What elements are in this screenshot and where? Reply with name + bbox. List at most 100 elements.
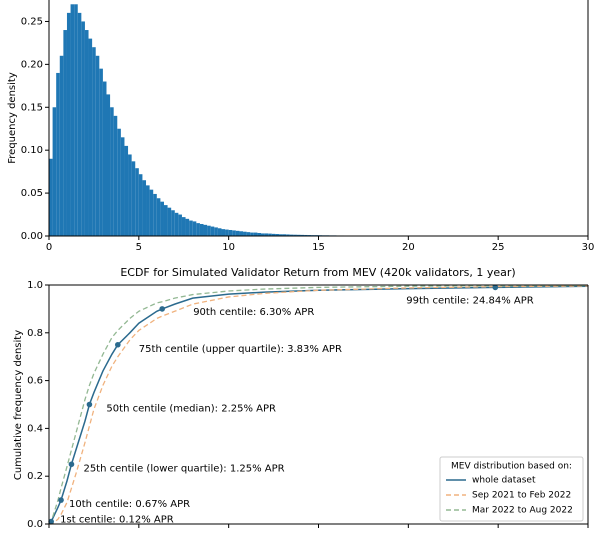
legend-label: Sep 2021 to Feb 2022 [472, 491, 571, 501]
histogram-bar [117, 128, 121, 236]
histogram-bar [63, 30, 67, 237]
histogram-bar [120, 137, 125, 236]
histogram-bar [128, 154, 132, 236]
histogram-bar [171, 210, 175, 236]
y-tick-label: 0.05 [21, 188, 43, 199]
histogram-bar [167, 207, 172, 236]
y-axis-label: Cumulative frequency density [13, 330, 24, 480]
annotation: 99th centile: 24.84% APR [406, 295, 534, 306]
histogram-bar [99, 68, 103, 237]
histogram-bar [131, 161, 136, 236]
histogram-bar [153, 193, 157, 236]
histogram-bar [210, 226, 215, 236]
histogram-bar [221, 229, 226, 236]
histogram-bar [163, 205, 168, 236]
histogram-bar [261, 233, 265, 236]
histogram-bar [59, 55, 64, 237]
histogram-bar [268, 233, 272, 236]
histogram-bar [178, 214, 182, 236]
histogram-bar [49, 158, 53, 236]
histogram-bar [77, 12, 82, 237]
histogram-bar [174, 212, 179, 236]
centile-marker [159, 306, 165, 312]
histogram-bar [253, 232, 258, 236]
centile-marker [68, 461, 75, 468]
histogram-bar [110, 107, 114, 236]
y-tick-label: 0.10 [21, 145, 43, 156]
annotation: 1st centile: 0.12% APR [60, 515, 174, 526]
histogram-bar [138, 174, 143, 236]
centile-marker [58, 497, 64, 503]
histogram-bar [289, 234, 294, 236]
histogram-bar [52, 107, 57, 236]
histogram-bar [214, 227, 218, 236]
y-tick-label: 0.25 [21, 16, 43, 27]
histogram-bar [296, 234, 301, 236]
y-tick-label: 0.15 [21, 102, 43, 113]
annotation: 10th centile: 0.67% APR [69, 499, 190, 510]
histogram-bar [232, 230, 236, 236]
histogram-bar [282, 234, 287, 236]
histogram-bar [286, 234, 290, 236]
histogram-bar [293, 234, 297, 236]
legend-label: whole dataset [472, 476, 536, 486]
histogram-bar [106, 94, 111, 237]
line-series [48, 285, 589, 525]
histogram-bar [196, 223, 200, 236]
histogram-bar [149, 189, 154, 236]
histogram-bar [70, 4, 75, 236]
histogram-bar [304, 234, 308, 236]
histogram-bar [146, 185, 150, 236]
histogram-bar [203, 224, 208, 236]
histogram-bar [264, 233, 269, 236]
y-tick-label: 0.2 [27, 471, 43, 482]
legend-label: Mar 2022 to Aug 2022 [472, 506, 573, 516]
chart-title: ECDF for Simulated Validator Return from… [120, 266, 515, 279]
histogram-bar [278, 234, 283, 236]
histogram-bar [275, 234, 279, 236]
line-series [49, 285, 589, 525]
histogram-bar [113, 115, 118, 236]
y-tick-label: 0.4 [27, 423, 43, 434]
centile-marker [48, 518, 54, 525]
annotation: 75th centile (upper quartile): 3.83% APR [139, 344, 342, 355]
y-tick-label: 0.8 [27, 328, 43, 339]
histogram-bar [239, 231, 244, 236]
centile-marker [492, 284, 499, 291]
histogram-bar [84, 30, 89, 237]
histogram-bar [124, 145, 129, 236]
histogram-bar [181, 217, 186, 236]
histogram-bar [271, 233, 276, 236]
x-tick-label: 20 [402, 242, 415, 253]
histogram-bar [250, 232, 254, 236]
x-tick-label: 30 [582, 242, 595, 253]
histogram-bar [235, 230, 240, 236]
x-tick-label: 25 [492, 242, 505, 253]
y-tick-label: 0.20 [21, 59, 43, 70]
centile-marker [86, 401, 93, 408]
histogram-bar [56, 72, 60, 236]
y-tick-label: 0.00 [21, 231, 43, 242]
histogram-bar [228, 229, 233, 236]
histogram-bar [225, 229, 229, 236]
histogram-bar [207, 225, 211, 236]
histogram-bar [156, 198, 161, 236]
histogram-bar [199, 223, 204, 236]
histogram-bar [81, 21, 85, 237]
histogram-bar [192, 221, 197, 236]
x-tick-label: 0 [46, 242, 52, 253]
x-tick-label: 15 [312, 242, 325, 253]
legend-box [439, 456, 584, 522]
histogram-bar [66, 12, 71, 237]
histogram-bar [135, 168, 139, 236]
histogram-bar [185, 218, 190, 236]
histogram-bar [246, 232, 251, 236]
annotation: 50th centile (median): 2.25% APR [106, 404, 276, 415]
annotation: 90th centile: 6.30% APR [193, 307, 314, 318]
annotation: 25th centile (lower quartile): 1.25% APR [83, 463, 284, 474]
histogram-bar [243, 231, 247, 236]
y-tick-label: 0.0 [27, 519, 43, 530]
histogram-bar [300, 234, 305, 236]
histogram-bar [257, 232, 262, 236]
